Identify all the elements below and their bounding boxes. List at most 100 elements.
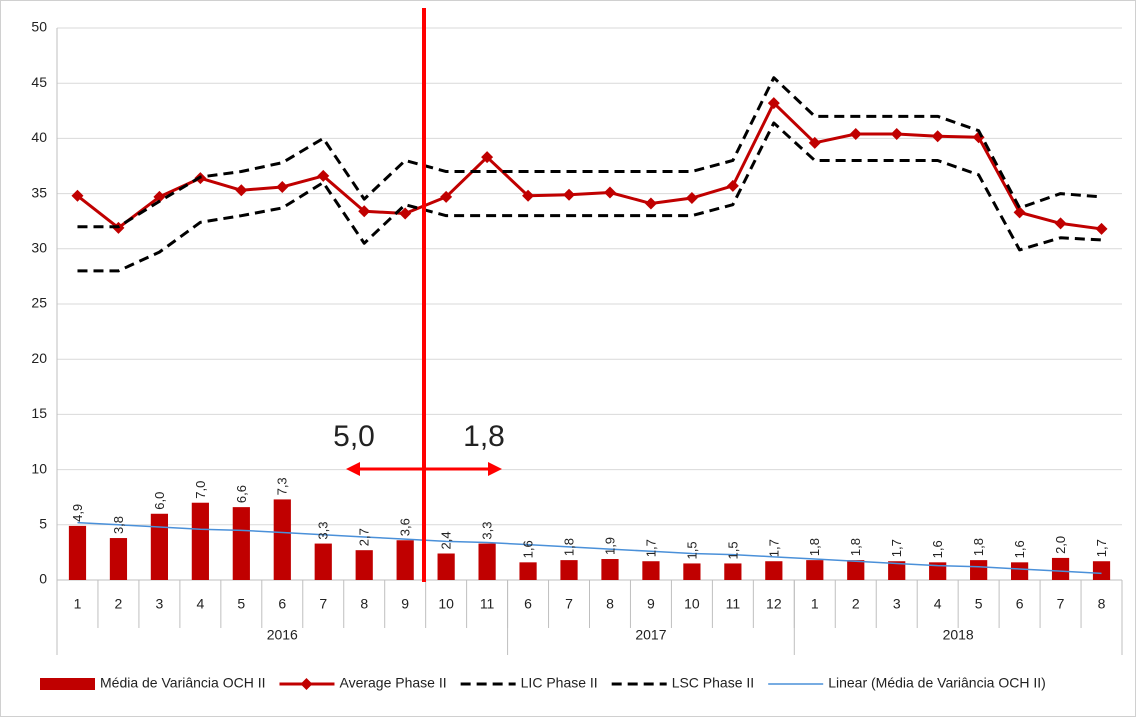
- data-label: 1,6: [520, 540, 535, 558]
- x-tick-label: 5: [237, 596, 245, 612]
- data-label: 3,3: [316, 521, 331, 539]
- data-label: 1,7: [766, 539, 781, 557]
- legend-swatch: [40, 678, 95, 690]
- bar: [273, 499, 291, 580]
- marker: [399, 207, 412, 220]
- x-tick-label: 11: [480, 596, 495, 612]
- data-label: 6,0: [152, 492, 167, 510]
- bar: [1092, 561, 1111, 580]
- marker: [685, 192, 698, 205]
- data-label: 1,7: [643, 539, 658, 557]
- marker: [644, 197, 657, 210]
- marker: [358, 205, 371, 218]
- marker: [317, 169, 330, 182]
- x-tick-label: 8: [1098, 596, 1106, 612]
- y-tick-label: 45: [31, 74, 47, 90]
- x-tick-label: 6: [1016, 596, 1024, 612]
- bar: [765, 561, 783, 580]
- data-label: 4,9: [70, 504, 85, 522]
- y-tick-label: 25: [31, 295, 47, 311]
- control-limit-line: [77, 76, 1102, 229]
- bar: [1051, 557, 1070, 580]
- control-limit-line: [77, 121, 1102, 273]
- x-tick-label: 6: [524, 596, 532, 612]
- x-tick-label: 7: [319, 596, 327, 612]
- annotation: 5,0: [333, 420, 375, 453]
- bar: [1010, 562, 1029, 580]
- y-tick-label: 10: [31, 460, 47, 476]
- marker: [1054, 217, 1067, 230]
- data-label: 1,5: [684, 541, 699, 559]
- y-tick-label: 15: [31, 405, 47, 421]
- bar: [150, 513, 169, 580]
- bar: [724, 563, 742, 580]
- x-tick-label: 9: [401, 596, 409, 612]
- data-label: 1,8: [971, 538, 986, 556]
- x-tick-label: 9: [647, 596, 655, 612]
- x-tick-label: 1: [74, 596, 82, 612]
- data-label: 2,4: [439, 531, 454, 549]
- bar: [437, 553, 455, 580]
- data-label: 1,7: [889, 539, 904, 557]
- x-tick-label: 4: [934, 596, 942, 612]
- bar: [191, 502, 209, 580]
- legend-label: Average Phase II: [339, 675, 446, 691]
- x-tick-label: 5: [975, 596, 983, 612]
- data-label: 7,3: [275, 477, 290, 495]
- data-label: 2,7: [357, 528, 372, 546]
- marker: [71, 189, 84, 202]
- data-label: 1,9: [602, 537, 617, 555]
- legend-label: Linear (Média de Variância OCH II): [828, 675, 1046, 691]
- marker: [890, 127, 903, 140]
- legend-label: LSC Phase II: [672, 675, 755, 691]
- x-tick-label: 6: [278, 596, 286, 612]
- marker: [440, 190, 453, 203]
- bar: [888, 561, 906, 580]
- data-label: 1,6: [1012, 540, 1027, 558]
- x-tick-label: 4: [196, 596, 204, 612]
- x-tick-label: 1: [811, 596, 819, 612]
- x-tick-label: 8: [360, 596, 368, 612]
- legend-label: Média de Variância OCH II: [100, 675, 265, 691]
- x-tick-label: 11: [726, 596, 741, 612]
- marker: [603, 186, 616, 199]
- x-tick-label: 3: [156, 596, 164, 612]
- x-group-label: 2018: [943, 627, 974, 643]
- data-label: 3,3: [480, 521, 495, 539]
- x-tick-label: 8: [606, 596, 614, 612]
- trend-line: [77, 521, 1102, 575]
- bar: [970, 560, 988, 580]
- data-label: 1,8: [848, 538, 863, 556]
- marker: [235, 184, 248, 197]
- x-tick-label: 10: [438, 596, 454, 612]
- data-label: 1,7: [1094, 539, 1109, 557]
- data-label: 6,6: [234, 485, 249, 503]
- y-tick-label: 30: [31, 240, 47, 256]
- x-tick-label: 2: [115, 596, 123, 612]
- y-tick-label: 0: [39, 571, 47, 587]
- marker: [276, 180, 289, 193]
- x-tick-label: 7: [1057, 596, 1065, 612]
- data-label: 1,6: [930, 540, 945, 558]
- data-label: 1,8: [561, 538, 576, 556]
- marker: [563, 188, 576, 201]
- data-label: 2,0: [1053, 536, 1068, 554]
- bar: [478, 543, 496, 580]
- marker: [481, 151, 494, 164]
- marker: [849, 127, 862, 140]
- bar: [396, 540, 414, 580]
- y-tick-label: 20: [31, 350, 47, 366]
- data-label: 3,8: [111, 516, 126, 534]
- x-tick-label: 7: [565, 596, 573, 612]
- marker: [767, 97, 780, 110]
- bar: [232, 507, 250, 580]
- marker: [1013, 206, 1026, 219]
- phase-arrow: [346, 462, 502, 476]
- bar: [560, 560, 578, 580]
- marker: [808, 136, 821, 149]
- marker: [931, 130, 944, 143]
- x-tick-label: 3: [893, 596, 901, 612]
- data-label: 3,6: [398, 518, 413, 536]
- y-tick-label: 50: [31, 19, 47, 35]
- annotation: 1,8: [463, 420, 505, 453]
